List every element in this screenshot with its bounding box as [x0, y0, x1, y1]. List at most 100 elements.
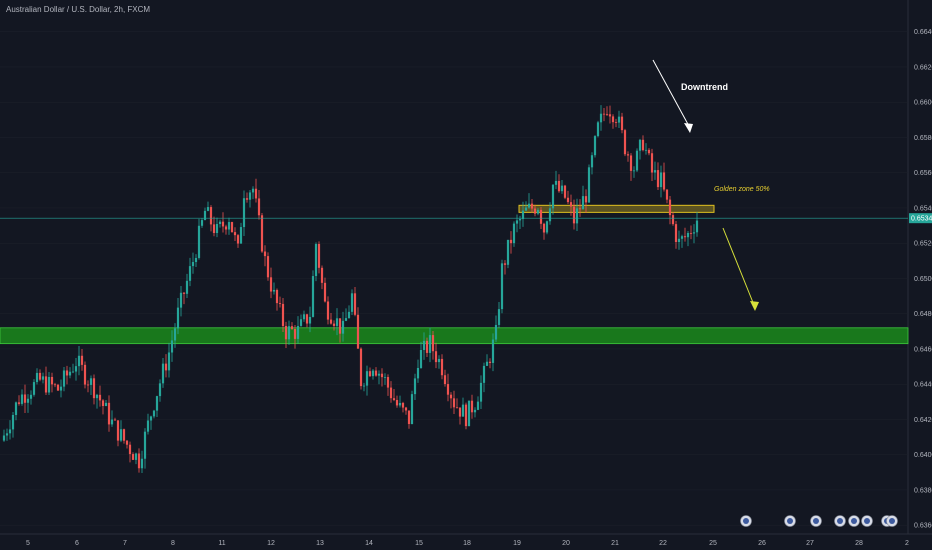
- candle-body: [386, 377, 390, 388]
- candle-body: [548, 208, 552, 222]
- candle-body: [350, 293, 354, 312]
- y-tick-label: 0.66400: [914, 29, 932, 36]
- candle-body: [53, 384, 57, 386]
- downtrend-arrow: [652, 59, 691, 129]
- candle-body: [71, 371, 75, 373]
- candle-body: [686, 232, 690, 238]
- candle-body: [203, 210, 207, 221]
- candle-body: [236, 235, 240, 244]
- candle-body: [260, 215, 264, 252]
- candle-body: [218, 221, 222, 225]
- candle-body: [398, 402, 402, 406]
- candle-body: [116, 420, 120, 441]
- candle-body: [527, 203, 531, 208]
- candle-body: [80, 355, 84, 365]
- candle-body: [608, 114, 612, 117]
- candle-body: [371, 370, 375, 377]
- candle-body: [656, 170, 660, 188]
- y-tick-label: 0.64600: [914, 346, 932, 353]
- zones: [0, 204, 909, 345]
- candle-body: [290, 326, 294, 329]
- candle-body: [659, 172, 663, 188]
- candle-body: [329, 319, 333, 324]
- candle-body: [17, 402, 21, 404]
- candle-body: [467, 400, 471, 427]
- x-tick-label: 8: [171, 540, 175, 547]
- candle-body: [581, 196, 585, 210]
- candle-body: [248, 192, 252, 200]
- y-tick-label: 0.65000: [914, 276, 932, 283]
- x-tick-label: 19: [513, 540, 521, 547]
- candle-body: [185, 280, 189, 294]
- candle-body: [647, 149, 651, 154]
- candle-body: [308, 316, 312, 324]
- candle-body: [431, 335, 435, 352]
- candle-body: [419, 349, 423, 368]
- candle-body: [122, 429, 126, 441]
- candle-body: [413, 378, 417, 395]
- candle-body: [224, 226, 228, 230]
- event-badge-flag-icon: [837, 518, 843, 524]
- candle-body: [179, 292, 183, 308]
- candle-body: [74, 366, 78, 372]
- candle-body: [428, 335, 432, 353]
- candle-body: [59, 386, 63, 391]
- y-tick-label: 0.64800: [914, 311, 932, 318]
- candle-body: [509, 239, 513, 244]
- candle-body: [560, 185, 564, 192]
- candle-body: [458, 407, 462, 417]
- candle-body: [629, 155, 633, 171]
- candle-body: [494, 324, 498, 340]
- y-tick-label: 0.64000: [914, 452, 932, 459]
- candle-body: [230, 222, 234, 233]
- candle-body: [503, 263, 507, 265]
- candle-body: [638, 139, 642, 151]
- candle-body: [50, 376, 54, 385]
- x-tick-label: 22: [659, 540, 667, 547]
- grid: [0, 0, 932, 535]
- candle-body: [65, 370, 69, 376]
- candle-body: [125, 440, 129, 445]
- candle-body: [188, 266, 192, 281]
- candle-body: [77, 355, 81, 367]
- candle-body: [26, 398, 30, 403]
- candle-body: [359, 348, 363, 387]
- candle-body: [593, 136, 597, 156]
- candle-body: [197, 225, 201, 258]
- candle-body: [98, 394, 102, 401]
- event-badge-flag-icon: [864, 518, 870, 524]
- candle-body: [518, 218, 522, 221]
- candle-body: [299, 319, 303, 326]
- candle-body: [284, 325, 288, 340]
- candle-body: [671, 215, 675, 225]
- candle-body: [632, 170, 636, 172]
- candle-body: [452, 398, 456, 408]
- candle-body: [497, 309, 501, 325]
- candle-body: [392, 398, 396, 401]
- candle-body: [479, 382, 483, 402]
- candle-body: [677, 238, 681, 243]
- candle-body: [257, 198, 261, 216]
- candle-body: [662, 172, 666, 190]
- event-badge-flag-icon: [889, 518, 895, 524]
- candle-body: [200, 220, 204, 226]
- candle-body: [62, 370, 66, 387]
- candle-body: [311, 276, 315, 317]
- candle-body: [242, 198, 246, 228]
- candle-body: [341, 320, 345, 334]
- support-zone: [0, 327, 909, 345]
- candle-body: [356, 314, 360, 349]
- candle-body: [572, 206, 576, 224]
- y-tick-label: 0.63800: [914, 487, 932, 494]
- candle-body: [29, 394, 33, 399]
- candle-body: [584, 196, 588, 203]
- candle-body: [377, 373, 381, 376]
- golden-zone-label: Golden zone 50%: [714, 186, 770, 193]
- x-tick-label: 6: [75, 540, 79, 547]
- candle-body: [374, 370, 378, 376]
- current-price-badge: [909, 213, 932, 224]
- candle-body: [47, 376, 51, 393]
- x-tick-label: 14: [365, 540, 373, 547]
- candles: [2, 105, 699, 474]
